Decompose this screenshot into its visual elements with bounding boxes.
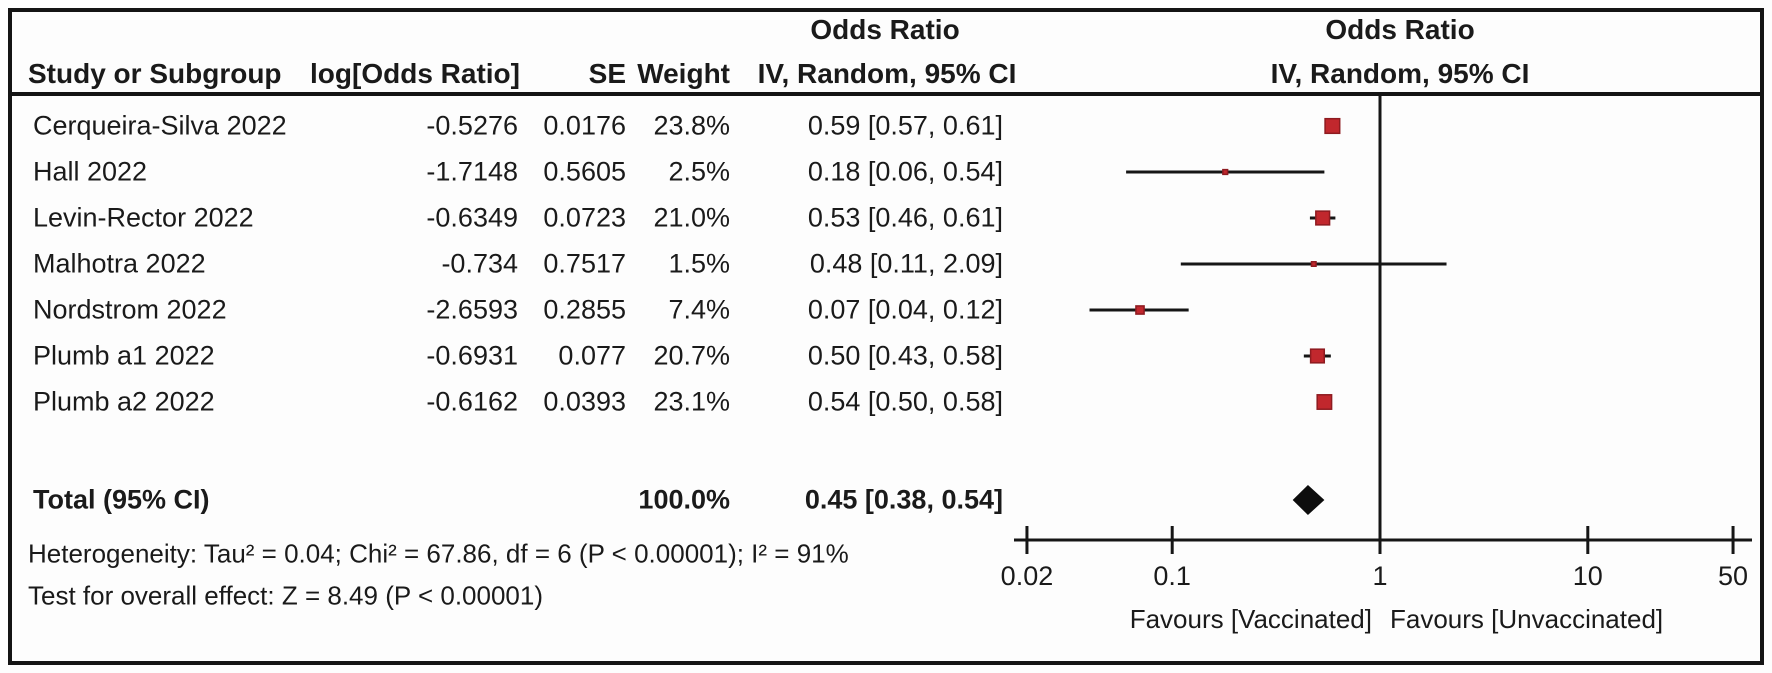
- study-ci-text: 0.53 [0.46, 0.61]: [807, 202, 1003, 233]
- study-se: 0.0393: [543, 386, 626, 417]
- column-header-weight: Weight: [637, 58, 730, 89]
- study-ci-text: 0.48 [0.11, 2.09]: [809, 248, 1003, 279]
- column-header-ci-left: IV, Random, 95% CI: [757, 58, 1017, 89]
- study-se: 0.7517: [543, 248, 626, 279]
- column-header-odds-ratio-right: Odds Ratio: [1325, 14, 1475, 45]
- study-name: Cerqueira-Silva 2022: [33, 110, 287, 141]
- study-name: Plumb a1 2022: [33, 340, 215, 371]
- x-axis-tick-label: 0.1: [1153, 561, 1191, 591]
- study-se: 0.2855: [543, 294, 626, 325]
- study-weight: 7.4%: [668, 294, 730, 325]
- header-separator: [8, 92, 1764, 96]
- study-name: Nordstrom 2022: [33, 294, 227, 325]
- study-log-odds-ratio: -0.6931: [426, 340, 518, 371]
- study-name: Malhotra 2022: [33, 248, 206, 279]
- study-ci-text: 0.50 [0.43, 0.58]: [807, 340, 1003, 371]
- study-weight: 1.5%: [668, 248, 730, 279]
- study-weight: 20.7%: [653, 340, 730, 371]
- heterogeneity-stats: Heterogeneity: Tau² = 0.04; Chi² = 67.86…: [28, 538, 849, 569]
- total-row-ci: 0.45 [0.38, 0.54]: [804, 484, 1003, 515]
- column-header-log-odds-ratio: log[Odds Ratio]: [310, 58, 520, 89]
- column-header-se: SE: [588, 58, 626, 89]
- study-se: 0.0723: [543, 202, 626, 233]
- x-axis-tick-label: 0.02: [1000, 561, 1054, 591]
- favours-left-label: Favours [Vaccinated]: [1129, 604, 1372, 634]
- figure-border: [8, 8, 1764, 665]
- overall-effect-test: Test for overall effect: Z = 8.49 (P < 0…: [28, 580, 543, 611]
- study-weight: 23.1%: [653, 386, 730, 417]
- study-se: 0.0176: [543, 110, 626, 141]
- study-weight: 2.5%: [668, 156, 730, 187]
- study-log-odds-ratio: -0.6162: [426, 386, 518, 417]
- study-log-odds-ratio: -2.6593: [426, 294, 518, 325]
- total-row-weight: 100.0%: [638, 484, 730, 515]
- study-log-odds-ratio: -0.734: [441, 248, 518, 279]
- study-name: Hall 2022: [33, 156, 148, 187]
- study-ci-text: 0.59 [0.57, 0.61]: [807, 110, 1003, 141]
- study-log-odds-ratio: -0.6349: [426, 202, 518, 233]
- study-se: 0.077: [558, 340, 626, 371]
- study-weight: 23.8%: [653, 110, 730, 141]
- column-header-ci-right: IV, Random, 95% CI: [1270, 58, 1530, 89]
- favours-right-label: Favours [Unvaccinated]: [1390, 604, 1664, 634]
- study-ci-text: 0.07 [0.04, 0.12]: [807, 294, 1003, 325]
- study-se: 0.5605: [543, 156, 626, 187]
- study-weight: 21.0%: [653, 202, 730, 233]
- x-axis-tick-label: 50: [1718, 561, 1749, 591]
- study-name: Levin-Rector 2022: [33, 202, 254, 233]
- study-log-odds-ratio: -0.5276: [426, 110, 518, 141]
- column-header-study: Study or Subgroup: [28, 58, 282, 89]
- study-ci-text: 0.54 [0.50, 0.58]: [807, 386, 1003, 417]
- study-name: Plumb a2 2022: [33, 386, 215, 417]
- x-axis-tick-label: 1: [1372, 561, 1388, 591]
- x-axis-tick-label: 10: [1572, 561, 1603, 591]
- total-row-label: Total (95% CI): [33, 484, 210, 515]
- study-ci-text: 0.18 [0.06, 0.54]: [807, 156, 1003, 187]
- column-header-odds-ratio-left: Odds Ratio: [810, 14, 960, 45]
- study-log-odds-ratio: -1.7148: [426, 156, 518, 187]
